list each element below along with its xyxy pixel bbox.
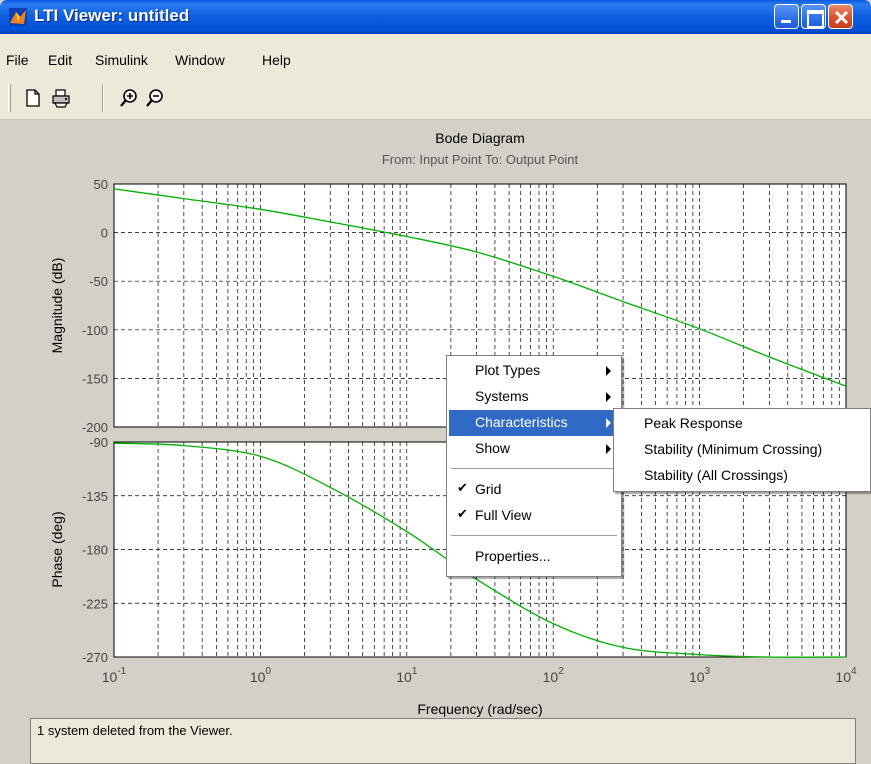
new-file-icon[interactable] [22,87,44,109]
print-icon[interactable] [50,87,72,109]
submenu-arrow-icon [606,392,611,402]
minimize-button[interactable] [774,4,799,29]
submenu-item-label: Peak Response [644,415,743,431]
menu-edit[interactable]: Edit [48,52,73,68]
y-tick-label: -200 [82,420,108,435]
menu-help[interactable]: Help [262,52,291,68]
y-tick-label: 0 [101,226,108,241]
menu-item-label: Show [475,440,511,456]
menu-item-label: Properties... [475,548,551,564]
checkmark-icon: ✔ [457,506,468,521]
menu-item-label: Full View [475,507,532,523]
submenu-item-stability-minimum[interactable]: Stability (Minimum Crossing) [616,437,868,463]
menu-item-grid[interactable]: ✔ Grid [449,477,619,503]
status-text: 1 system deleted from the Viewer. [37,723,233,738]
menu-separator [451,468,617,470]
y-tick-label: -270 [82,650,108,665]
menu-item-label: Plot Types [475,362,541,378]
submenu-arrow-icon [606,418,611,428]
y-tick-label: 50 [94,177,108,192]
plot-title: Bode Diagram [435,130,525,146]
status-bar: 1 system deleted from the Viewer. [30,718,856,764]
y-axis-label: Magnitude (dB) [49,258,65,354]
menu-simulink[interactable]: Simulink [95,52,148,68]
menu-item-systems[interactable]: Systems [449,384,619,410]
submenu-arrow-icon [606,366,611,376]
bode-curve-1 [113,442,847,658]
zoom-out-icon[interactable] [144,87,166,109]
menu-file[interactable]: File [6,52,29,68]
menu-item-properties[interactable]: Properties... [449,544,619,570]
characteristics-submenu: Peak Response Stability (Minimum Crossin… [613,408,871,492]
submenu-item-label: Stability (All Crossings) [644,467,788,483]
menu-window[interactable]: Window [175,52,225,68]
submenu-item-stability-all[interactable]: Stability (All Crossings) [616,463,868,489]
toolbar-separator [102,84,104,112]
bode-curve-0 [113,188,847,387]
y-tick-label: -90 [89,435,108,450]
x-axis-label: Frequency (rad/sec) [417,701,542,717]
menu-item-label: Characteristics [475,414,568,430]
toolbar [0,78,871,120]
x-tick-label: 103 [689,666,711,685]
menu-item-show[interactable]: Show [449,436,619,462]
matlab-app-icon [9,8,27,26]
menu-item-label: Systems [475,388,529,404]
x-tick-label: 100 [250,666,272,685]
menu-item-plot-types[interactable]: Plot Types [449,358,619,384]
x-tick-label: 102 [543,666,565,685]
y-tick-label: -50 [89,274,108,289]
menu-item-label: Grid [475,481,502,497]
x-tick-label: 10-1 [102,666,127,685]
context-menu: Plot Types Systems Characteristics Show … [446,355,622,577]
maximize-button[interactable] [801,4,826,29]
y-tick-label: -225 [82,596,108,611]
close-button[interactable] [828,4,853,29]
window-title: LTI Viewer: untitled [34,6,190,25]
menu-item-characteristics[interactable]: Characteristics [449,410,619,436]
y-axis-label: Phase (deg) [49,511,65,587]
close-icon [834,10,849,25]
zoom-in-icon[interactable] [118,87,140,109]
menu-bar: File Edit Simulink Window Help [0,34,871,86]
x-tick-label: 101 [396,666,418,685]
submenu-item-label: Stability (Minimum Crossing) [644,441,823,457]
submenu-item-peak-response[interactable]: Peak Response [616,411,868,437]
toolbar-grip[interactable] [8,84,11,112]
menu-item-full-view[interactable]: ✔ Full View [449,503,619,529]
y-tick-label: -180 [82,543,108,558]
x-tick-label: 104 [835,666,857,685]
menu-separator [451,535,617,537]
y-tick-label: -135 [82,489,108,504]
y-tick-label: -100 [82,323,108,338]
title-bar[interactable]: LTI Viewer: untitled [0,0,871,34]
y-tick-label: -150 [82,371,108,386]
submenu-arrow-icon [606,444,611,454]
checkmark-icon: ✔ [457,480,468,495]
plot-subtitle: From: Input Point To: Output Point [381,152,579,167]
